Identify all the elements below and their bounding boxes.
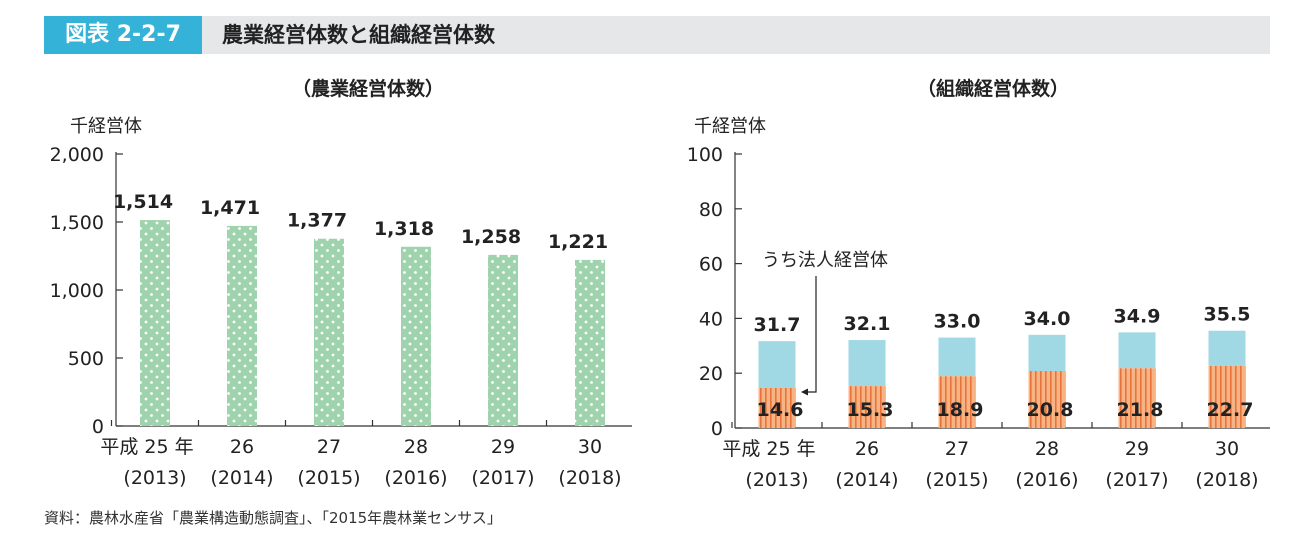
org-chart-axes: 0 20 40 60 80 100 平成 25 年 (2013) 26 (2014) 27 (2015… bbox=[687, 144, 1270, 491]
org-y-tick-label: 40 bbox=[699, 308, 723, 330]
org-x-tick-year-label: (2014) bbox=[835, 469, 898, 491]
org-corporate-value-label: 20.8 bbox=[1027, 399, 1074, 421]
farm-chart-axes: 0 500 1,000 1,500 2,000 平成 25 年 (2013) 26 (2014)… bbox=[50, 144, 632, 489]
org-x-tick-year-label: (2015) bbox=[925, 469, 988, 491]
org-total-bar bbox=[1028, 334, 1066, 372]
annotation-arrowhead bbox=[801, 388, 808, 396]
org-total-value-label: 35.5 bbox=[1204, 304, 1251, 326]
farm-x-tick-label: 28 bbox=[404, 436, 428, 458]
org-total-value-label: 34.9 bbox=[1114, 305, 1161, 327]
org-x-tick-year-label: (2018) bbox=[1195, 469, 1258, 491]
farm-bar bbox=[314, 238, 344, 426]
farm-y-tick-label: 1,500 bbox=[50, 212, 104, 234]
farm-x-tick-label: 26 bbox=[230, 436, 254, 458]
farm-bar bbox=[488, 254, 518, 426]
org-x-tick-label: 28 bbox=[1035, 438, 1059, 460]
farm-x-tick-year-label: (2016) bbox=[384, 467, 447, 489]
org-chart-bars: 31.7 14.6 32.1 15.3 33.0 18.9 34.0 20.8 34.9 21.8… bbox=[754, 304, 1254, 428]
org-total-value-label: 31.7 bbox=[754, 314, 801, 336]
org-y-axis-label: 千経営体 bbox=[694, 116, 766, 137]
farm-bar-value-label: 1,318 bbox=[374, 218, 434, 240]
farm-bar bbox=[575, 259, 605, 426]
org-total-bar bbox=[938, 337, 976, 377]
farm-x-tick-year-label: (2018) bbox=[558, 467, 621, 489]
org-total-bar bbox=[758, 341, 796, 388]
farm-y-tick-label: 1,000 bbox=[50, 280, 104, 302]
annotation-leader-line bbox=[806, 276, 817, 393]
farm-bar bbox=[401, 246, 431, 426]
figure-header: 図表 2-2-7 農業経営体数と組織経営体数 bbox=[44, 16, 1270, 54]
org-y-tick-label: 80 bbox=[699, 199, 723, 221]
org-x-tick-label: 30 bbox=[1215, 438, 1239, 460]
farm-x-tick-year-label: (2015) bbox=[297, 467, 360, 489]
farm-chart-bars: 1,514 1,471 1,377 1,318 1,258 1,221 bbox=[113, 191, 608, 426]
org-chart-title: （組織経営体数） bbox=[917, 77, 1069, 100]
farm-x-tick-year-label: (2013) bbox=[123, 467, 186, 489]
org-x-tick-label: 平成 25 年 bbox=[722, 438, 815, 460]
farm-x-tick-label: 27 bbox=[317, 436, 341, 458]
org-total-value-label: 32.1 bbox=[844, 313, 891, 335]
farm-bar-value-label: 1,221 bbox=[548, 231, 608, 253]
farm-bar-value-label: 1,377 bbox=[287, 210, 347, 232]
org-corporate-value-label: 18.9 bbox=[937, 399, 984, 421]
org-corporate-bar bbox=[758, 387, 796, 428]
source-note: 資料：農林水産省「農業構造動態調査」、「2015年農林業センサス」 bbox=[44, 509, 502, 527]
farm-y-axis-label: 千経営体 bbox=[70, 116, 142, 137]
org-corporate-value-label: 21.8 bbox=[1117, 399, 1164, 421]
org-x-tick-year-label: (2017) bbox=[1105, 469, 1168, 491]
farm-y-tick-label: 500 bbox=[68, 348, 104, 370]
farm-bar-value-label: 1,514 bbox=[113, 191, 173, 213]
figure-label: 図表 2-2-7 bbox=[44, 16, 202, 54]
org-x-tick-label: 27 bbox=[945, 438, 969, 460]
org-x-tick-year-label: (2016) bbox=[1015, 469, 1078, 491]
org-corporate-bar bbox=[1028, 371, 1066, 428]
org-y-tick-label: 100 bbox=[687, 144, 723, 166]
org-total-bar bbox=[1118, 332, 1156, 369]
org-corporate-value-label: 14.6 bbox=[757, 399, 804, 421]
org-y-tick-label: 0 bbox=[711, 418, 723, 440]
farm-x-tick-label: 29 bbox=[491, 436, 515, 458]
org-x-tick-year-label: (2013) bbox=[745, 469, 808, 491]
farm-x-tick-year-label: (2017) bbox=[471, 467, 534, 489]
org-total-value-label: 33.0 bbox=[934, 311, 981, 333]
org-corporate-bar bbox=[1118, 368, 1156, 428]
org-corporate-value-label: 22.7 bbox=[1207, 399, 1254, 421]
org-corporate-value-label: 15.3 bbox=[847, 399, 894, 421]
farm-bar-value-label: 1,471 bbox=[200, 197, 260, 219]
corporate-annotation-label: うち法人経営体 bbox=[762, 250, 888, 271]
org-x-tick-label: 29 bbox=[1125, 438, 1149, 460]
org-y-tick-label: 60 bbox=[699, 254, 723, 276]
org-corporate-bar bbox=[848, 386, 886, 428]
org-total-bar bbox=[848, 340, 886, 387]
farm-x-tick-year-label: (2014) bbox=[210, 467, 273, 489]
farm-chart-title: （農業経営体数） bbox=[292, 77, 444, 100]
farm-bar-value-label: 1,258 bbox=[461, 226, 521, 248]
figure-title: 農業経営体数と組織経営体数 bbox=[222, 23, 495, 47]
farm-x-tick-label: 30 bbox=[578, 436, 602, 458]
org-x-tick-label: 26 bbox=[855, 438, 879, 460]
org-y-tick-label: 20 bbox=[699, 363, 723, 385]
farm-y-tick-label: 0 bbox=[92, 416, 104, 438]
org-total-value-label: 34.0 bbox=[1024, 308, 1071, 330]
org-total-bar bbox=[1208, 330, 1246, 366]
farm-y-tick-label: 2,000 bbox=[50, 144, 104, 166]
farm-bar bbox=[227, 225, 257, 426]
farm-x-tick-label: 平成 25 年 bbox=[100, 436, 193, 458]
org-corporate-bar bbox=[1208, 365, 1246, 428]
org-corporate-bar bbox=[938, 376, 976, 428]
farm-bar bbox=[140, 220, 170, 426]
